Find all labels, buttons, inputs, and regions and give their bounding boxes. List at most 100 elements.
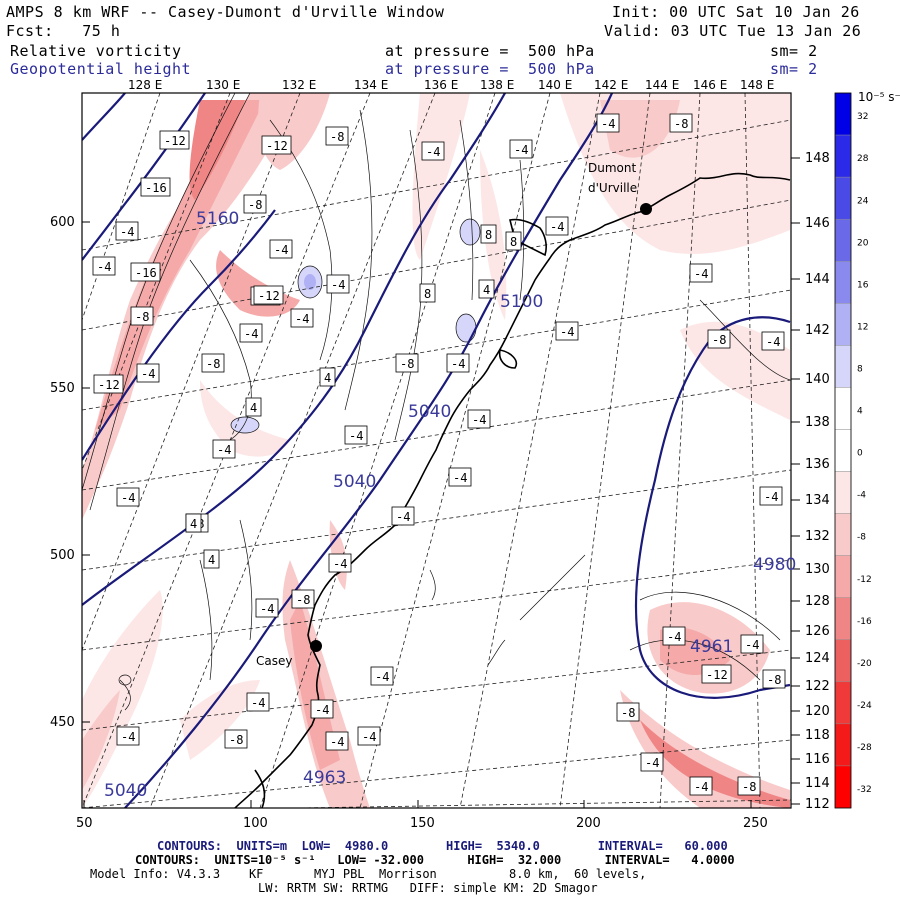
svg-text:-4: -4 bbox=[694, 267, 708, 281]
svg-text:4: 4 bbox=[250, 401, 257, 415]
colorbar-label: 12 bbox=[857, 322, 868, 332]
top-axis-label: 142 E bbox=[594, 78, 628, 92]
svg-text:-4: -4 bbox=[295, 312, 309, 326]
svg-text:-4: -4 bbox=[472, 413, 486, 427]
vorticity-label: -4 bbox=[446, 353, 470, 373]
bottom-axis-label: 250 bbox=[743, 816, 768, 831]
vorticity-label: -4 bbox=[310, 699, 334, 719]
svg-text:4: 4 bbox=[324, 371, 331, 385]
vorticity-label: -4 bbox=[115, 221, 139, 241]
footer-line-4: LW: RRTM SW: RRTMG DIFF: simple KM: 2D S… bbox=[258, 881, 598, 895]
vorticity-label: -12 bbox=[701, 664, 732, 684]
svg-text:-4: -4 bbox=[121, 730, 135, 744]
footer-line-2: CONTOURS: UNITS=10⁻⁵ s⁻¹ LOW= -32.000 HI… bbox=[135, 853, 735, 867]
svg-text:-8: -8 bbox=[712, 333, 726, 347]
field2-name: Geopotential height bbox=[10, 60, 192, 78]
top-axis-label: 130 E bbox=[206, 78, 240, 92]
colorbar-swatch bbox=[834, 681, 852, 725]
colorbar-swatch bbox=[834, 92, 852, 136]
colorbar-swatch bbox=[834, 134, 852, 178]
vorticity-label: -8 bbox=[707, 329, 731, 349]
field2-smoothing: sm= 2 bbox=[770, 60, 818, 78]
colorbar-label: 8 bbox=[857, 364, 863, 374]
svg-text:-4: -4 bbox=[560, 325, 574, 339]
colorbar-swatch bbox=[834, 345, 852, 388]
svg-text:4: 4 bbox=[190, 517, 197, 531]
casey-marker bbox=[310, 640, 322, 652]
vorticity-label: -4 bbox=[370, 666, 394, 686]
height-label: 4963 bbox=[303, 768, 346, 788]
colorbar-label: -32 bbox=[857, 785, 872, 795]
right-axis-label: 140 E bbox=[805, 372, 842, 387]
vorticity-label: -8 bbox=[395, 353, 419, 373]
right-axis-label: 114 E bbox=[805, 776, 842, 791]
svg-text:-8: -8 bbox=[742, 780, 756, 794]
height-label: 5040 bbox=[408, 402, 451, 422]
vorticity-label: -4 bbox=[255, 598, 279, 618]
svg-text:-4: -4 bbox=[745, 638, 759, 652]
colorbar-swatch bbox=[834, 723, 852, 767]
vorticity-label: -4 bbox=[555, 321, 579, 341]
top-axis-label: 146 E bbox=[693, 78, 727, 92]
left-axis-label: 550 bbox=[50, 381, 75, 396]
top-axis-label: 148 E bbox=[740, 78, 774, 92]
colorbar-swatch bbox=[834, 471, 852, 514]
height-label: 5040 bbox=[333, 472, 376, 492]
vorticity-label: 4 bbox=[245, 397, 262, 417]
colorbar-label: 4 bbox=[857, 407, 863, 417]
vorticity-label: -4 bbox=[116, 487, 140, 507]
svg-text:-12: -12 bbox=[258, 289, 280, 303]
vorticity-label: -12 bbox=[93, 374, 124, 394]
colorbar-label: 24 bbox=[857, 196, 869, 206]
svg-text:-8: -8 bbox=[400, 357, 414, 371]
vorticity-label: 8 bbox=[505, 231, 522, 251]
dumont-durville-marker bbox=[640, 203, 652, 215]
svg-text:-8: -8 bbox=[621, 706, 635, 720]
vorticity-label: -4 bbox=[689, 263, 713, 283]
field1-smoothing: sm= 2 bbox=[770, 42, 818, 60]
svg-text:-4: -4 bbox=[766, 335, 780, 349]
right-axis-label: 122 E bbox=[805, 679, 842, 694]
svg-text:-4: -4 bbox=[453, 471, 467, 485]
svg-text:-16: -16 bbox=[135, 266, 157, 280]
svg-text:-4: -4 bbox=[141, 367, 155, 381]
svg-text:-4: -4 bbox=[550, 220, 564, 234]
vorticity-labels: -12 -12 -8 -16 -8 -4 -16 -12 -8 -12 -4 -4 -8 -12 -4 4 -4… bbox=[92, 113, 786, 796]
svg-text:-4: -4 bbox=[396, 510, 410, 524]
colorbar-unit: 10⁻⁵ s⁻¹ bbox=[858, 90, 900, 104]
casey-label: Casey bbox=[256, 654, 292, 668]
vorticity-label: -4 bbox=[328, 553, 352, 573]
vorticity-label: -4 bbox=[596, 113, 620, 133]
right-axis-labels: 148 E 146 E 144 E 142 E 140 E 138 E 136 E 134 E… bbox=[791, 151, 842, 812]
top-axis-label: 144 E bbox=[645, 78, 679, 92]
svg-text:-4: -4 bbox=[667, 630, 681, 644]
svg-text:-12: -12 bbox=[164, 134, 186, 148]
vorticity-label: 4 bbox=[185, 513, 202, 533]
vorticity-label: -12 bbox=[159, 130, 190, 150]
vorticity-label: -4 bbox=[662, 626, 686, 646]
bottom-axis-label: 100 bbox=[243, 816, 268, 831]
vorticity-label: -4 bbox=[761, 331, 785, 351]
svg-text:-4: -4 bbox=[217, 443, 231, 457]
vorticity-label: -8 bbox=[325, 126, 349, 146]
svg-text:-8: -8 bbox=[330, 130, 344, 144]
colorbar-label: -24 bbox=[857, 701, 872, 711]
dumont-label-1: Dumont bbox=[588, 161, 636, 175]
colorbar-swatch bbox=[834, 555, 852, 598]
right-axis-label: 138 E bbox=[805, 415, 842, 430]
vorticity-label: 8 bbox=[419, 283, 436, 303]
colorbar-swatch bbox=[834, 261, 852, 304]
vorticity-label: -4 bbox=[136, 363, 160, 383]
vorticity-label: -4 bbox=[212, 439, 236, 459]
colorbar-label: -4 bbox=[857, 491, 866, 501]
vorticity-label: 4 bbox=[203, 549, 220, 569]
svg-text:8: 8 bbox=[424, 287, 431, 301]
lat-lon-grid bbox=[82, 93, 791, 808]
svg-text:4: 4 bbox=[483, 283, 490, 297]
colorbar-label: -20 bbox=[857, 659, 872, 669]
top-axis-label: 134 E bbox=[354, 78, 388, 92]
colorbar-swatch bbox=[834, 513, 852, 556]
right-axis-label: 136 E bbox=[805, 457, 842, 472]
coastline bbox=[234, 172, 791, 808]
right-axis-label: 128 E bbox=[805, 594, 842, 609]
